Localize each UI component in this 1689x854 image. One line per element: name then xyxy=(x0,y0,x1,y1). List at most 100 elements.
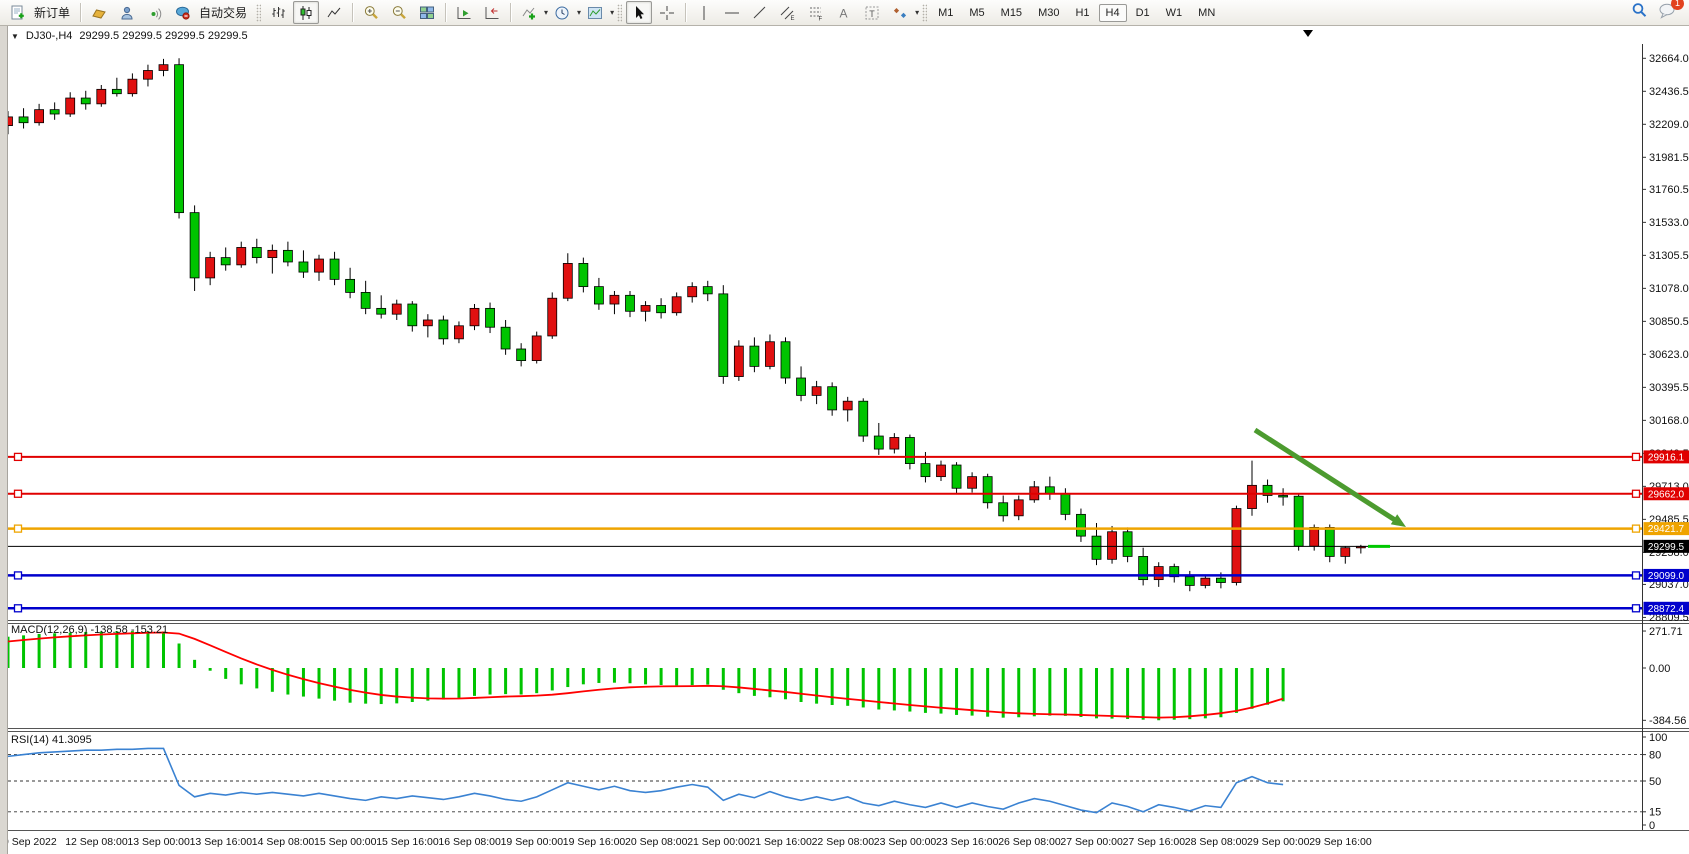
zoom-out-button[interactable] xyxy=(386,1,412,24)
svg-text:31981.5: 31981.5 xyxy=(1649,152,1689,164)
line-chart-mode-button[interactable] xyxy=(321,1,347,24)
label-tool-button[interactable]: T xyxy=(859,1,885,24)
svg-text:-384.56: -384.56 xyxy=(1649,715,1686,727)
fibonacci-tool-button[interactable]: F xyxy=(803,1,829,24)
styler-button[interactable] xyxy=(86,1,112,24)
svg-text:271.71: 271.71 xyxy=(1649,626,1683,638)
chart-shift-icon xyxy=(485,6,499,19)
svg-text:0.00: 0.00 xyxy=(1649,663,1670,675)
line-handle xyxy=(13,604,23,613)
vertical-line-tool-button[interactable] xyxy=(691,1,717,24)
chart-shift-button[interactable] xyxy=(479,1,505,24)
svg-text:28872.4: 28872.4 xyxy=(1648,604,1685,615)
cursor-icon xyxy=(636,5,645,19)
vertical-line-icon xyxy=(703,5,705,20)
text-icon: A xyxy=(840,6,848,20)
svg-text:23 Sep 16:00: 23 Sep 16:00 xyxy=(936,836,999,848)
svg-text:32436.5: 32436.5 xyxy=(1649,86,1689,98)
toolbar-right: 1 xyxy=(1631,0,1684,24)
timeframe-M1[interactable]: M1 xyxy=(938,6,954,19)
svg-text:A: A xyxy=(840,6,848,20)
trendline-tool-button[interactable] xyxy=(747,1,773,24)
line-handle xyxy=(1631,571,1641,580)
scroll-marker-icon[interactable] xyxy=(1303,30,1313,37)
line-handle xyxy=(1631,452,1641,462)
dropdown-caret[interactable]: ▾ xyxy=(610,8,615,17)
time-axis: 9 Sep 2022 12 Sep 08:00 13 Sep 00:00 13 Sep… xyxy=(3,836,1372,848)
horizontal-line-icon xyxy=(725,12,740,13)
new-order-button[interactable] xyxy=(5,1,31,24)
timeframe-H4[interactable]: H4 xyxy=(1098,3,1127,22)
profile-icon xyxy=(121,6,133,19)
candlestick-icon xyxy=(300,5,312,20)
timeframe-W1[interactable]: W1 xyxy=(1165,6,1183,19)
svg-text:16 Sep 08:00: 16 Sep 08:00 xyxy=(438,836,501,848)
timeframe-M5[interactable]: M5 xyxy=(969,6,985,19)
dropdown-caret[interactable]: ▾ xyxy=(577,8,582,17)
tile-windows-button[interactable] xyxy=(414,1,440,24)
rsi-indicator-label: RSI(14) 41.3095 xyxy=(11,734,92,746)
dropdown-caret[interactable]: ▾ xyxy=(544,8,549,17)
auto-scroll-icon xyxy=(457,6,471,19)
toolbar-grip[interactable] xyxy=(256,3,262,22)
new-order-label[interactable]: 新订单 xyxy=(34,6,71,20)
toolbar-separator xyxy=(510,3,512,22)
svg-text:12 Sep 08:00: 12 Sep 08:00 xyxy=(65,836,128,848)
search-button[interactable] xyxy=(1631,2,1648,24)
svg-text:29421.7: 29421.7 xyxy=(1648,524,1685,535)
svg-text:30850.5: 30850.5 xyxy=(1649,316,1689,328)
chart-canvas[interactable]: 32664.0 32436.5 32209.0 31981.5 31760.5 31533… xyxy=(0,26,1689,854)
bar-chart-mode-button[interactable] xyxy=(265,1,291,24)
collapse-triangle-icon[interactable]: ▼ xyxy=(11,31,19,41)
arrows-tool-button[interactable] xyxy=(887,1,913,24)
timeframe-D1[interactable]: D1 xyxy=(1135,6,1150,19)
auto-scroll-button[interactable] xyxy=(451,1,477,24)
strategy-tester-button[interactable] xyxy=(114,1,140,24)
candlestick-mode-button[interactable] xyxy=(293,1,320,24)
zoom-in-button[interactable] xyxy=(358,1,384,24)
price-level-lines[interactable] xyxy=(8,452,1642,613)
panel-borders[interactable] xyxy=(0,44,1689,831)
svg-text:13 Sep 00:00: 13 Sep 00:00 xyxy=(127,836,190,848)
svg-text:15 Sep 00:00: 15 Sep 00:00 xyxy=(314,836,377,848)
template-button[interactable] xyxy=(582,1,608,24)
signals-button[interactable] xyxy=(142,1,168,24)
toolbar-grip[interactable] xyxy=(922,3,928,22)
svg-text:19 Sep 00:00: 19 Sep 00:00 xyxy=(501,836,564,848)
timeframe-H1[interactable]: H1 xyxy=(1075,6,1090,19)
svg-text:T: T xyxy=(869,8,875,18)
svg-text:26 Sep 08:00: 26 Sep 08:00 xyxy=(998,836,1061,848)
chart-title: ▼ DJ30-,H4 29299.5 29299.5 29299.5 29299… xyxy=(11,30,248,42)
timeframe-group: M1 M5 M15 M30 H1 H4 D1 W1 MN xyxy=(930,3,1223,22)
trend-arrow[interactable] xyxy=(1253,427,1406,527)
svg-text:20 Sep 08:00: 20 Sep 08:00 xyxy=(625,836,688,848)
add-indicator-button[interactable] xyxy=(516,1,542,24)
horizontal-line-tool-button[interactable] xyxy=(719,1,745,24)
svg-text:E: E xyxy=(791,16,795,21)
algo-trading-button[interactable] xyxy=(170,1,196,24)
svg-text:31078.0: 31078.0 xyxy=(1649,283,1689,295)
chat-button[interactable]: 1 xyxy=(1658,0,1684,24)
svg-text:0: 0 xyxy=(1649,820,1655,832)
toolbar-grip[interactable] xyxy=(617,3,623,22)
crosshair-tool-button[interactable] xyxy=(654,1,680,24)
cursor-tool-button[interactable] xyxy=(626,1,653,24)
arrow-objects-icon xyxy=(893,7,907,18)
timeframe-MN[interactable]: MN xyxy=(1198,6,1216,19)
price-axis: 32664.0 32436.5 32209.0 31981.5 31760.5 31533… xyxy=(1642,53,1689,832)
channel-tool-button[interactable]: E xyxy=(775,1,801,24)
dropdown-caret[interactable]: ▾ xyxy=(915,8,920,17)
period-button[interactable] xyxy=(549,1,575,24)
timeframe-M30[interactable]: M30 xyxy=(1038,6,1060,19)
svg-text:21 Sep 16:00: 21 Sep 16:00 xyxy=(749,836,812,848)
svg-text:19 Sep 16:00: 19 Sep 16:00 xyxy=(563,836,626,848)
svg-text:29 Sep 00:00: 29 Sep 00:00 xyxy=(1247,836,1310,848)
line-handle xyxy=(13,489,23,498)
timeframe-M15[interactable]: M15 xyxy=(1000,6,1023,19)
window-left-border xyxy=(0,26,8,854)
notification-badge[interactable]: 1 xyxy=(1671,0,1684,10)
toolbar-separator xyxy=(445,3,447,22)
algo-trading-label[interactable]: 自动交易 xyxy=(199,6,248,20)
text-tool-button[interactable]: A xyxy=(831,1,857,24)
